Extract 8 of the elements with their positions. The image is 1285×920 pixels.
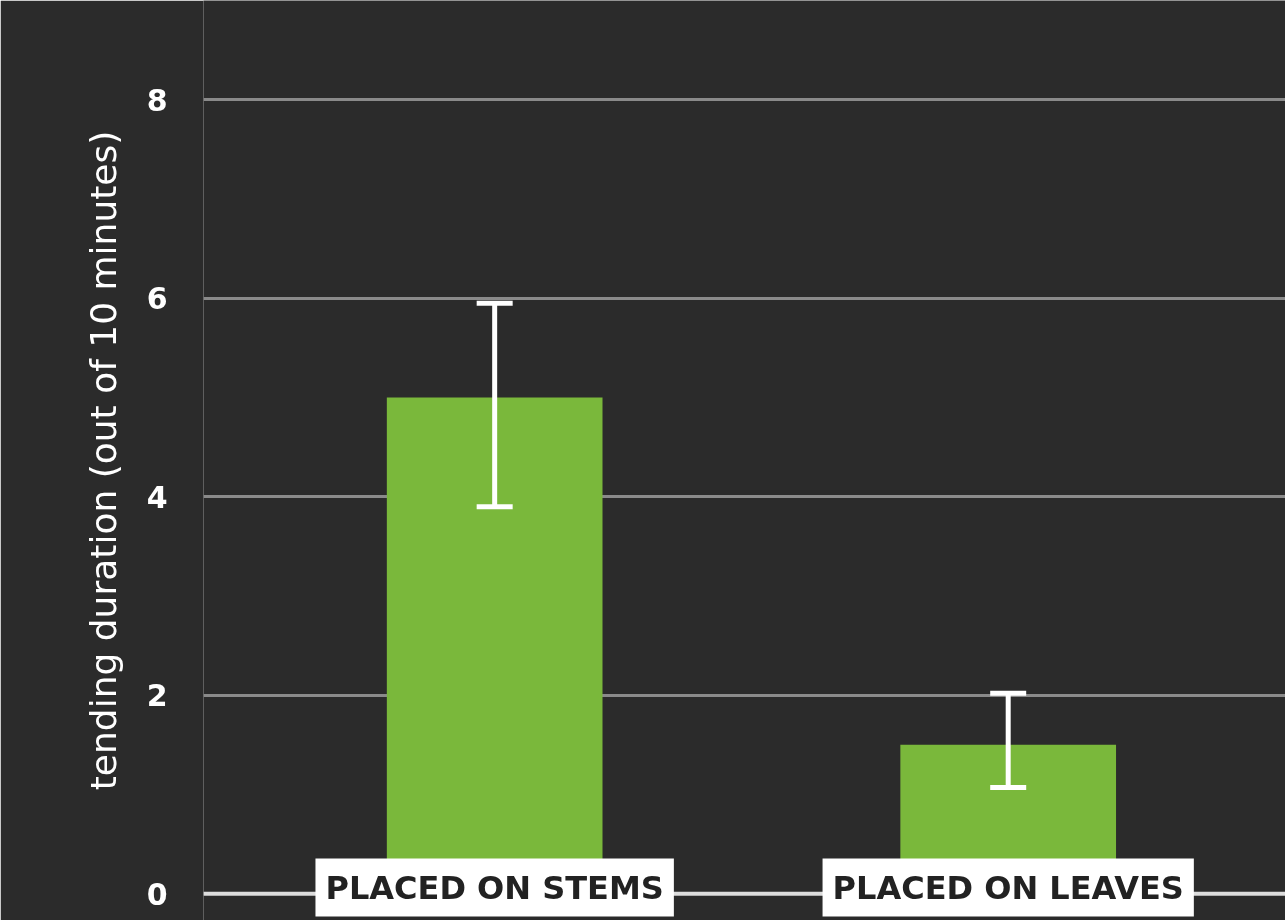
y-axis-title: tending duration (out of 10 minutes) — [82, 130, 124, 791]
x-tick-label: PLACED ON LEAVES — [832, 868, 1184, 907]
y-tick-label: 2 — [146, 678, 168, 714]
x-tick-label: PLACED ON STEMS — [325, 868, 664, 907]
y-tick-label: 4 — [146, 479, 168, 515]
y-tick-label: 0 — [146, 876, 168, 912]
y-tick-label: 6 — [146, 281, 168, 317]
y-tick-label: 8 — [146, 82, 168, 118]
